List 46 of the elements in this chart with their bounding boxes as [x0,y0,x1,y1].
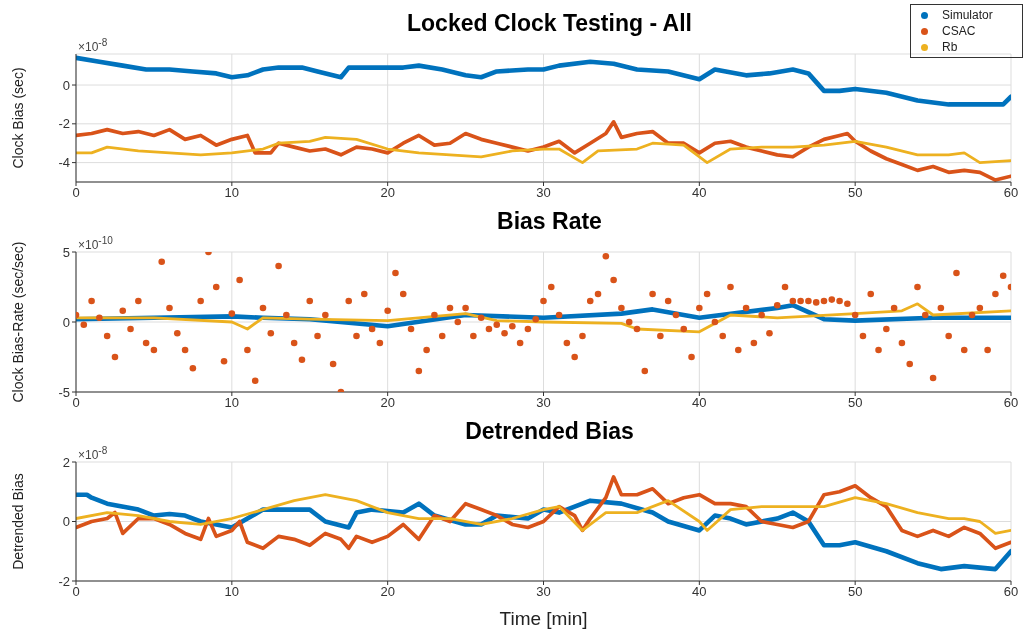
x-tick-label: 50 [847,395,863,411]
y-axis-title: Detrended Bias [9,473,26,570]
x-tick-label: 60 [1003,395,1019,411]
x-tick-label: 20 [380,395,395,411]
x-tick-label: 40 [692,395,707,411]
x-tick-label: 60 [1003,185,1019,201]
y-tick-label: -4 [58,155,70,171]
x-tick-label: 20 [380,185,395,201]
y-tick-label: 0 [62,514,70,530]
y-tick-label: 0 [62,314,70,330]
y-tick-label: 0 [62,77,70,93]
y-tick-label: -5 [58,384,70,400]
x-tick-label: 0 [72,584,80,600]
line-series [76,475,1011,551]
line-series [76,135,1011,165]
chart-title: Locked Clock Testing - All [407,10,692,36]
legend-label: CSAC [942,23,977,39]
y-tick-label: 5 [62,244,70,260]
y-tick-label: -2 [58,116,70,132]
x-tick-label: 50 [847,584,863,600]
x-tick-label: 0 [72,185,80,201]
legend-label: Simulator [942,7,994,23]
legend-label: Rb [942,39,959,55]
x-tick-label: 0 [72,395,80,411]
y-tick-label: 2 [62,454,70,470]
chart-title: Bias Rate [496,207,603,236]
y-axis-title: Clock Bias (sec) [9,67,26,169]
x-tick-label: 60 [1003,584,1019,600]
y-tick-label: -2 [58,573,70,589]
x-tick-label: 50 [847,185,863,201]
chart-title: Detrended Bias [464,417,635,446]
annotation: ×10$^{-10}$ [78,235,113,252]
x-tick-label: 30 [536,395,551,411]
x-tick-label: 30 [536,584,551,600]
x-axis-title: Time [min] [499,608,588,629]
annotation: ×10$^{-8}$ [78,37,108,54]
x-tick-label: 30 [536,185,551,201]
x-tick-label: 10 [224,395,240,411]
y-axis-title: Clock Bias-Rate (sec/sec) [9,241,26,403]
x-tick-label: 40 [692,185,707,201]
annotation: ×10$^{-8}$ [78,445,108,462]
line-series [76,493,1011,535]
x-tick-label: 40 [692,584,707,600]
x-tick-label: 20 [380,584,395,600]
x-tick-label: 10 [224,584,240,600]
x-tick-label: 10 [224,185,240,201]
